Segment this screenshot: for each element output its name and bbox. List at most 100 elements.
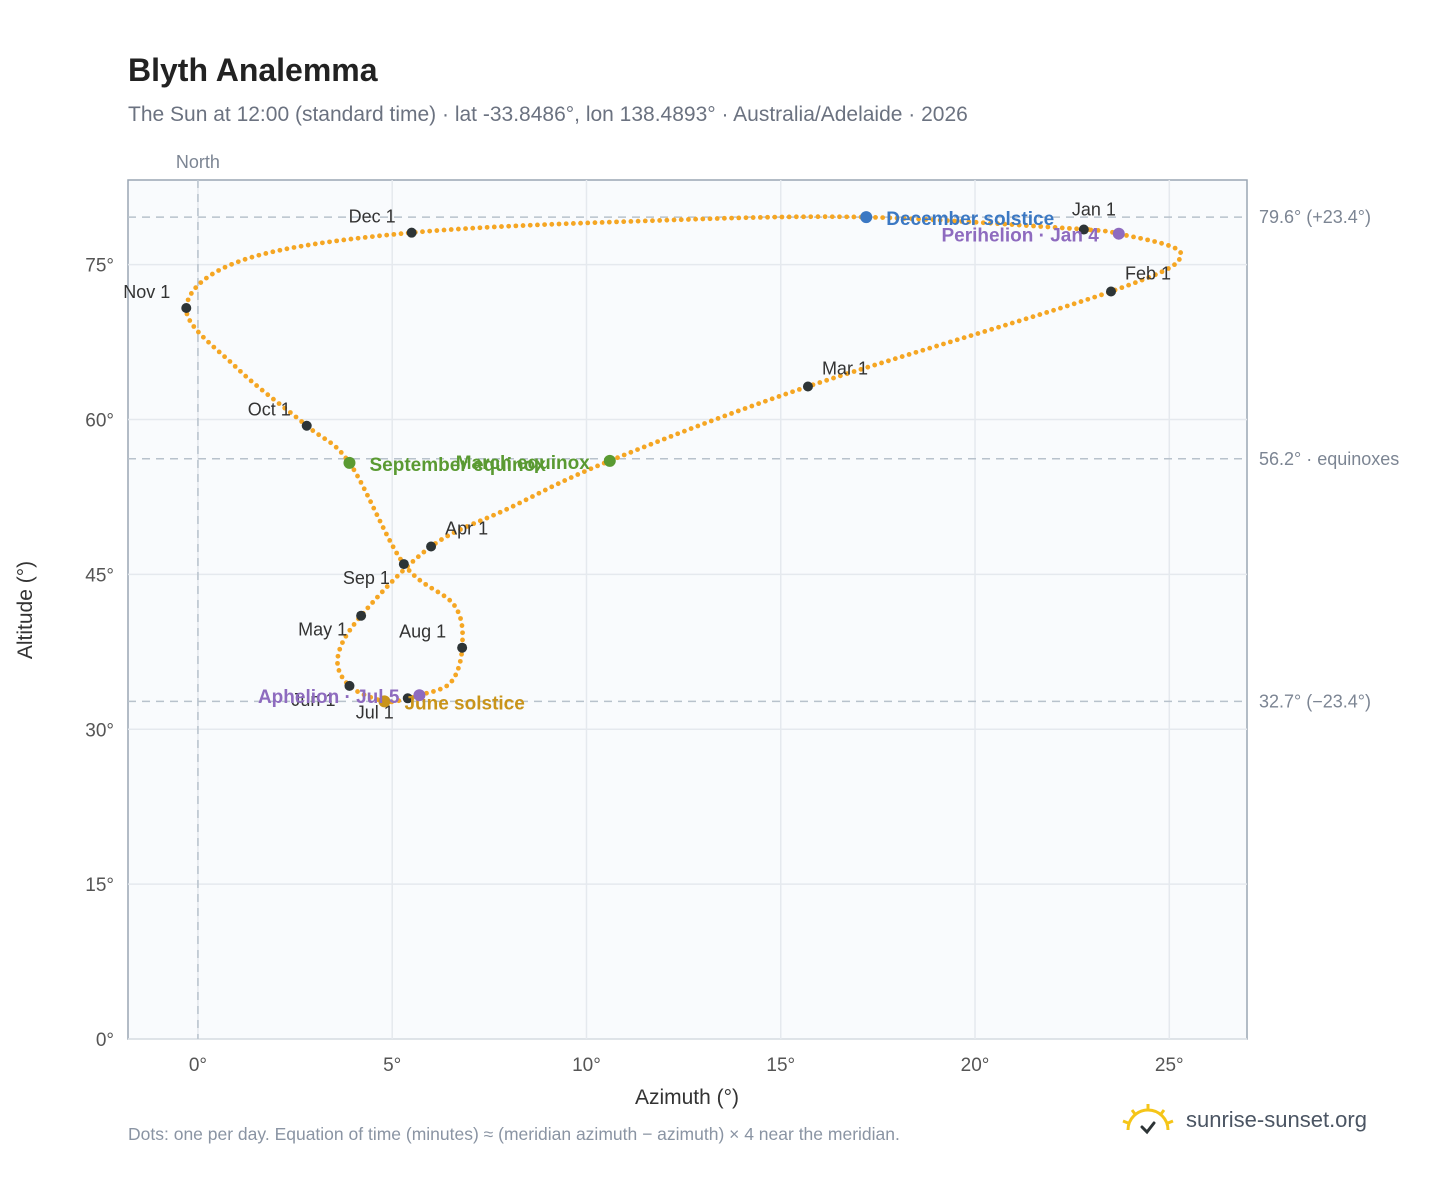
month-marker <box>398 559 409 570</box>
daily-dot <box>491 224 497 230</box>
daily-dot <box>1003 322 1008 328</box>
north-label: North <box>176 152 220 172</box>
daily-dot <box>270 249 276 255</box>
daily-dot <box>1038 224 1044 229</box>
daily-dot <box>873 214 878 220</box>
daily-dot <box>362 234 368 240</box>
daily-dot <box>1059 225 1065 231</box>
y-tick-label: 60° <box>85 411 114 432</box>
daily-dot <box>477 225 483 231</box>
daily-dot <box>206 339 211 345</box>
daily-dot <box>187 318 193 323</box>
daily-dot <box>575 472 581 477</box>
daily-dot <box>944 218 950 223</box>
daily-dot <box>377 233 382 239</box>
daily-dot <box>1052 225 1058 230</box>
month-marker <box>1078 224 1089 235</box>
month-label: Apr 1 <box>445 519 488 539</box>
daily-dot <box>762 398 768 404</box>
daily-dot <box>222 354 227 360</box>
event-label: March equinox <box>456 453 591 474</box>
daily-dot <box>310 428 316 433</box>
daily-dot <box>421 549 427 555</box>
daily-dot <box>337 646 343 652</box>
daily-dot <box>1126 282 1132 288</box>
daily-dot <box>906 352 912 357</box>
daily-dot <box>1124 233 1129 238</box>
daily-dot <box>203 275 209 281</box>
daily-dot <box>801 214 806 220</box>
month-label: Aug 1 <box>399 622 446 642</box>
daily-dot <box>348 236 354 242</box>
daily-dot <box>793 214 799 220</box>
daily-dot <box>973 219 979 225</box>
daily-dot <box>216 268 221 273</box>
daily-dot <box>458 616 463 621</box>
daily-dot <box>980 220 986 226</box>
axis-ticks: 0° 5° 10° 15° 20° 25° 0° 15° 30° 45° 60° 75° <box>85 256 1183 1076</box>
daily-dot <box>298 243 304 249</box>
daily-dot <box>293 414 299 420</box>
daily-dot <box>420 229 425 235</box>
daily-dot <box>361 692 367 698</box>
daily-dot <box>355 689 360 694</box>
daily-dot <box>451 530 457 535</box>
event-marker <box>413 689 426 702</box>
daily-dot <box>555 481 561 487</box>
daily-dot <box>327 239 332 245</box>
daily-dot <box>772 214 778 220</box>
daily-dot <box>380 525 386 530</box>
daily-dot <box>635 218 641 224</box>
daily-dot <box>1132 280 1138 286</box>
daily-dot <box>193 285 199 291</box>
daily-dot <box>916 216 922 222</box>
daily-dot <box>899 354 905 359</box>
daily-dot <box>959 219 965 224</box>
daily-dot <box>894 215 900 221</box>
month-marker <box>426 541 437 552</box>
daily-dot <box>535 222 540 228</box>
daily-dot <box>1031 223 1036 229</box>
daily-dot <box>343 633 349 639</box>
month-marker <box>181 303 192 314</box>
event-label: Perihelion · Jan 4 <box>941 226 1099 247</box>
daily-dot <box>222 264 228 270</box>
month-label: Jan 1 <box>1072 200 1116 220</box>
daily-dot <box>276 401 282 407</box>
daily-dot <box>455 609 461 615</box>
brand-logo[interactable]: sunrise-sunset.org <box>1120 1102 1367 1138</box>
daily-dot <box>1178 250 1184 255</box>
daily-dot <box>394 550 400 556</box>
reference-label: 32.7° (−23.4°) <box>1259 691 1371 711</box>
daily-dot <box>621 452 627 458</box>
daily-dot <box>722 413 728 419</box>
event-label: September equinox <box>369 455 546 476</box>
daily-dot <box>790 389 795 395</box>
daily-dot <box>351 622 357 627</box>
daily-dot <box>829 214 835 220</box>
daily-dot <box>1146 275 1152 280</box>
daily-dot <box>471 521 477 527</box>
daily-dot <box>961 335 967 341</box>
daily-dot <box>1138 235 1143 241</box>
daily-dot <box>595 463 600 469</box>
daily-dot <box>387 538 393 543</box>
chart-subtitle: The Sun at 12:00 (standard time) · lat -… <box>128 103 968 126</box>
daily-dot <box>757 214 763 220</box>
daily-dot <box>242 256 248 262</box>
daily-dot <box>477 518 483 524</box>
daily-dot <box>1078 299 1084 304</box>
daily-dot <box>431 689 436 694</box>
daily-dot <box>995 221 1001 227</box>
daily-dot <box>736 215 742 221</box>
daily-dot <box>463 226 468 231</box>
daily-dot <box>1166 266 1171 271</box>
reference-label: 56.2° · equinoxes <box>1259 449 1399 469</box>
daily-dot <box>1030 314 1036 320</box>
daily-dot <box>347 627 353 633</box>
daily-dot <box>191 324 197 329</box>
daily-dot <box>284 246 290 252</box>
daily-dot <box>1159 240 1164 246</box>
x-tick-label: 0° <box>189 1055 207 1076</box>
